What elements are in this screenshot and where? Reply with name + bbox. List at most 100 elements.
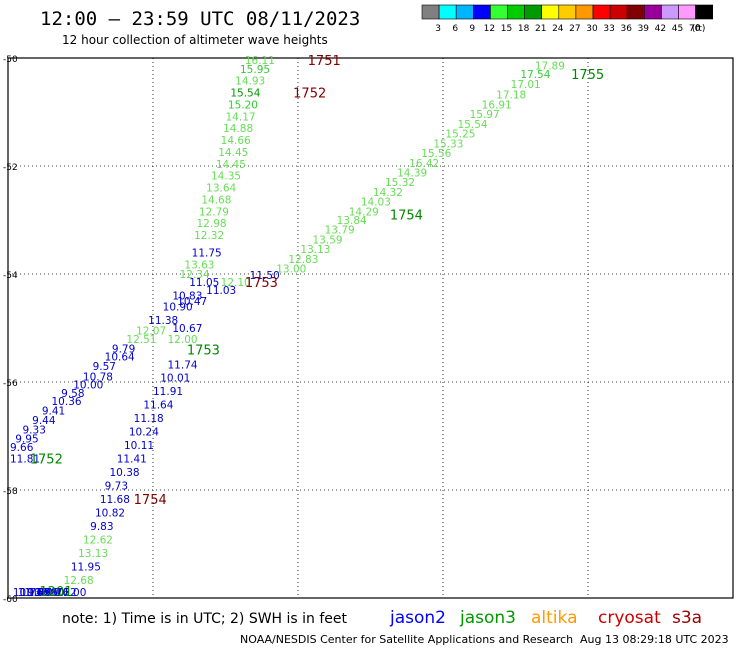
lon-tick-label: -123 bbox=[577, 604, 600, 605]
wave-height-label: 10.76 bbox=[39, 587, 69, 599]
pass-time-label: 1754 bbox=[390, 209, 423, 224]
pass-time-label: 1753 bbox=[187, 344, 220, 359]
wave-height-label: 11.91 bbox=[153, 386, 183, 398]
wave-height-label: 16.11 bbox=[245, 55, 275, 67]
lat-tick-label: -54 bbox=[3, 271, 18, 281]
legend-label: 42 bbox=[655, 24, 666, 34]
wave-height-label: 14.39 bbox=[397, 167, 427, 179]
wave-height-label: 10.74 bbox=[13, 587, 43, 599]
page-subtitle: 12 hour collection of altimeter wave hei… bbox=[62, 33, 328, 47]
wave-height-label: 11.18 bbox=[134, 413, 164, 425]
wave-height-label: 10.01 bbox=[160, 373, 190, 385]
generated-timestamp: Aug 13 08:29:18 UTC 2023 bbox=[580, 633, 729, 646]
wave-height-label: 15.54 bbox=[230, 88, 260, 100]
wave-height-label: 12.10 bbox=[221, 277, 251, 289]
wave-height-label: 15.95 bbox=[240, 64, 270, 76]
wave-height-label: 11.74 bbox=[168, 360, 198, 372]
legend-label: 36 bbox=[620, 24, 632, 34]
wave-height-label: 15.32 bbox=[385, 177, 415, 189]
lat-tick-label: -52 bbox=[3, 163, 18, 173]
lon-tick-label: -120 bbox=[722, 604, 740, 605]
footer-note: note: 1) Time is in UTC; 2) SWH is in fe… bbox=[62, 611, 348, 627]
wave-height-label: 10.67 bbox=[172, 323, 202, 335]
wave-height-label: 10.83 bbox=[172, 291, 202, 303]
wave-height-label: 15.25 bbox=[445, 129, 475, 141]
wave-height-label: 14.93 bbox=[235, 76, 265, 88]
pass-time-label: 1753 bbox=[245, 276, 278, 291]
legend-swatch bbox=[695, 4, 714, 20]
wave-height-label: 11.50 bbox=[250, 270, 280, 282]
wave-height-label: 11.68 bbox=[100, 494, 130, 506]
wave-height-label: 14.29 bbox=[349, 206, 379, 218]
wave-height-label: 10.38 bbox=[110, 467, 140, 479]
wave-height-label: 13.63 bbox=[184, 259, 214, 271]
wave-height-label: 14.68 bbox=[201, 194, 231, 206]
wave-height-label: 14.88 bbox=[223, 123, 253, 135]
lat-tick-label: -58 bbox=[3, 487, 18, 497]
lat-tick-label: -50 bbox=[3, 55, 18, 65]
wave-height-label: 9.79 bbox=[112, 344, 135, 356]
wave-height-label: 15.56 bbox=[421, 148, 451, 160]
wave-height-label: 11.05 bbox=[189, 277, 219, 289]
wave-height-label: 13.84 bbox=[337, 215, 367, 227]
wave-height-label: 11.81 bbox=[10, 454, 40, 466]
wave-height-label: 12.79 bbox=[199, 206, 229, 218]
legend-label: 45 bbox=[672, 24, 683, 34]
wave-height-label: 12.62 bbox=[83, 535, 113, 547]
pass-time-label: 1754 bbox=[134, 493, 167, 508]
wave-height-map: -135 -132 -129 -126 -123 -120 -50 -52 -54 -56 -58 -… bbox=[0, 54, 740, 605]
wave-height-label: 10.22 bbox=[47, 587, 77, 599]
wave-height-label: 17.18 bbox=[496, 90, 526, 102]
satellite-legend-jason3: jason3 bbox=[460, 608, 516, 628]
wave-height-label: 9.57 bbox=[93, 361, 116, 373]
credit-line: NOAA/NESDIS Center for Satellite Applica… bbox=[240, 633, 574, 646]
wave-height-label: 16.91 bbox=[482, 99, 512, 111]
pass-time-label: 1751 bbox=[308, 54, 341, 69]
wave-height-label: 14.32 bbox=[373, 187, 403, 199]
legend-label: 6 bbox=[452, 24, 458, 34]
wave-height-label: 13.13 bbox=[78, 548, 108, 560]
wave-height-label: 15.54 bbox=[458, 119, 488, 131]
wave-height-label: 9.41 bbox=[42, 406, 65, 418]
legend-label: 70 bbox=[689, 24, 701, 34]
lon-tick-label: -126 bbox=[432, 604, 455, 605]
wave-height-label: 12.34 bbox=[180, 269, 210, 281]
legend-label: 9 bbox=[469, 24, 475, 34]
wave-height-label: 14.03 bbox=[361, 197, 391, 209]
wave-height-label: 9.66 bbox=[10, 442, 34, 454]
legend-unit-label: (ft) bbox=[692, 24, 706, 34]
pass-time-label: 1752 bbox=[30, 453, 63, 468]
wave-height-label: 13.79 bbox=[325, 225, 355, 237]
legend-label: 24 bbox=[552, 24, 564, 34]
legend-label: 3 bbox=[435, 24, 441, 34]
wave-height-label: 10.82 bbox=[95, 508, 125, 520]
wave-height-label: 15.97 bbox=[470, 109, 500, 121]
wave-height-label: 11.36 bbox=[18, 587, 48, 599]
wave-height-label: 17.89 bbox=[535, 61, 565, 73]
satellite-legend-jason2: jason2 bbox=[390, 608, 446, 628]
wave-height-label: 10.78 bbox=[83, 372, 113, 384]
pass-time-label: 1752 bbox=[293, 87, 326, 102]
wave-height-label: 12.68 bbox=[64, 575, 94, 587]
wave-height-label: 14.66 bbox=[221, 135, 251, 147]
wave-height-label: 17.01 bbox=[511, 79, 541, 91]
color-legend: 3 6 9 12 15 18 21 24 27 30 33 36 39 42 45 70(ft) bbox=[421, 4, 714, 34]
wave-height-label: 12.32 bbox=[194, 230, 224, 242]
legend-label: 27 bbox=[569, 24, 580, 34]
legend-label: 39 bbox=[638, 24, 650, 34]
wave-height-label: 10.50 bbox=[20, 587, 50, 599]
pass-time-label: 1755 bbox=[571, 68, 604, 83]
lon-tick-label: -129 bbox=[287, 604, 310, 605]
wave-height-label: 10.00 bbox=[73, 380, 103, 392]
wave-height-label: 11.00 bbox=[56, 587, 86, 599]
wave-height-label: 14.35 bbox=[211, 171, 241, 183]
wave-height-label: 14.17 bbox=[226, 111, 256, 123]
wave-height-label: 11.75 bbox=[192, 247, 222, 259]
wave-height-label: 13.59 bbox=[313, 234, 343, 246]
satellite-legend-s3a: s3a bbox=[672, 608, 703, 628]
lat-tick-label: -60 bbox=[3, 595, 18, 605]
legend-label: 12 bbox=[484, 24, 495, 34]
legend-label: 30 bbox=[586, 24, 598, 34]
wave-height-label: 10.60 bbox=[35, 587, 65, 599]
wave-height-label: 9.73 bbox=[105, 481, 128, 493]
